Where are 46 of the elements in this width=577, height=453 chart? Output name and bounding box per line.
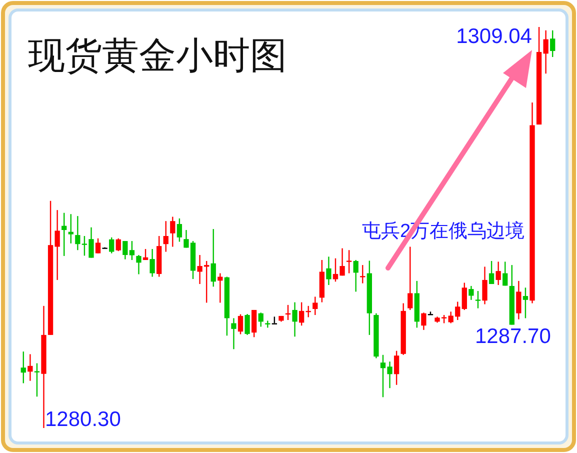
candlestick [292,302,298,338]
candlestick [34,362,40,398]
candlestick [244,313,250,336]
candlestick [231,318,236,350]
candlestick [210,228,216,288]
candlestick [150,248,155,278]
candlestick [75,215,80,251]
candlestick [550,30,556,58]
candlestick [163,220,168,252]
candlestick [122,240,128,260]
candlestick [238,314,244,335]
candlestick [109,236,114,254]
candlestick [394,350,400,386]
candlestick [28,354,33,382]
candlestick [68,214,74,244]
candlestick [326,256,332,286]
candlestick [62,212,67,257]
candlestick [176,218,182,242]
candlestick [298,302,304,326]
candlestick [20,350,26,384]
candlestick [488,260,494,285]
candlestick [95,238,101,254]
candlestick [346,250,352,274]
candlestick [312,296,318,316]
chart-title: 现货黄金小时图 [28,35,287,76]
candlestick [522,287,528,319]
candlestick [496,261,501,286]
candlestick [136,254,142,275]
annotation: 1280.30 [45,408,121,431]
candlestick [170,216,176,248]
candlestick [482,266,488,305]
candlestick [258,312,264,328]
candlestick [421,312,426,331]
annotation: 1287.70 [475,325,551,348]
candlestick [252,309,257,338]
candlestick [468,285,474,301]
candlestick [475,290,481,309]
candlestick [408,246,413,311]
candlestick [116,238,121,252]
candlestick [462,282,467,311]
annotation: 1309.04 [456,25,532,48]
candlestick [502,261,508,286]
candlestick [516,280,522,320]
candlestick [129,240,135,261]
candlestick [353,259,358,292]
candlestick [360,264,366,284]
